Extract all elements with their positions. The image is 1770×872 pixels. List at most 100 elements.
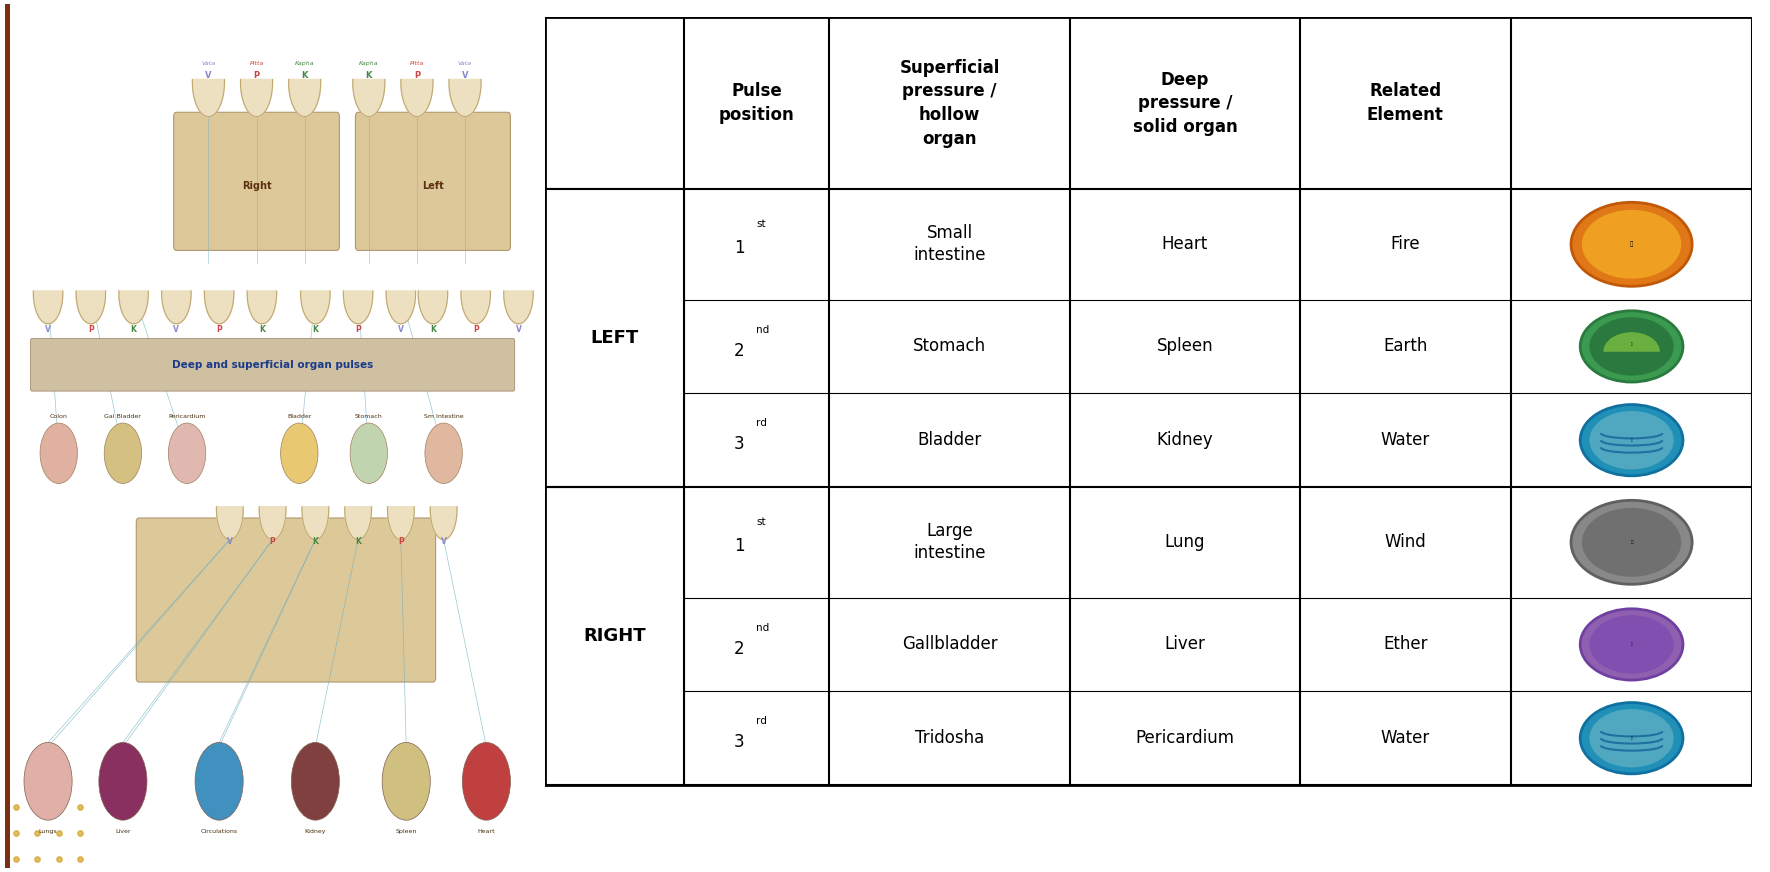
Text: P: P <box>473 325 478 334</box>
Wedge shape <box>1604 332 1660 351</box>
Polygon shape <box>289 79 320 117</box>
Circle shape <box>195 742 242 821</box>
Bar <box>5 4 9 868</box>
Text: Kidney: Kidney <box>1156 431 1212 449</box>
Text: Gallbladder: Gallbladder <box>901 636 997 653</box>
Text: Sm Intestine: Sm Intestine <box>423 413 464 419</box>
Polygon shape <box>193 79 225 117</box>
Text: LEFT: LEFT <box>591 329 639 347</box>
Text: Liver: Liver <box>1165 636 1205 653</box>
Text: 2: 2 <box>735 640 745 657</box>
Text: st: st <box>756 220 766 229</box>
Circle shape <box>1589 616 1674 674</box>
Polygon shape <box>430 507 457 540</box>
Point <box>23 800 51 814</box>
Point <box>2 826 30 840</box>
Text: P: P <box>398 537 404 546</box>
Text: Spleen: Spleen <box>395 828 418 834</box>
Text: V: V <box>462 71 469 79</box>
Text: Stomach: Stomach <box>356 413 382 419</box>
Text: K: K <box>430 325 435 334</box>
Point <box>44 800 73 814</box>
Circle shape <box>1582 508 1682 576</box>
Text: Pitta: Pitta <box>250 61 264 65</box>
Circle shape <box>104 423 142 483</box>
Circle shape <box>382 742 430 821</box>
Text: V: V <box>173 325 179 334</box>
Text: 1: 1 <box>735 240 745 257</box>
Text: K: K <box>313 537 319 546</box>
Text: 2: 2 <box>735 342 745 359</box>
Polygon shape <box>216 507 242 540</box>
Text: 🔥: 🔥 <box>1630 242 1634 247</box>
Text: V: V <box>441 537 446 546</box>
Text: st: st <box>756 517 766 528</box>
Text: Large
intestine: Large intestine <box>913 522 986 562</box>
Circle shape <box>281 423 319 483</box>
Polygon shape <box>418 291 448 324</box>
Circle shape <box>425 423 462 483</box>
Text: V: V <box>205 71 212 79</box>
Circle shape <box>1581 609 1683 680</box>
Polygon shape <box>450 79 481 117</box>
Text: Circulations: Circulations <box>200 828 237 834</box>
FancyBboxPatch shape <box>356 112 510 250</box>
Text: 3: 3 <box>735 733 745 752</box>
Polygon shape <box>76 291 106 324</box>
Text: Left: Left <box>421 181 444 191</box>
Point <box>65 826 94 840</box>
Circle shape <box>41 423 78 483</box>
Polygon shape <box>241 79 273 117</box>
Circle shape <box>1589 411 1674 469</box>
Circle shape <box>350 423 388 483</box>
Text: Bladder: Bladder <box>917 431 982 449</box>
Text: K: K <box>356 537 361 546</box>
Text: Tridosha: Tridosha <box>915 729 984 747</box>
Text: Wind: Wind <box>1384 534 1427 551</box>
Text: Right: Right <box>242 181 271 191</box>
Circle shape <box>1589 709 1674 767</box>
Text: V: V <box>515 325 522 334</box>
Text: Lungs: Lungs <box>39 828 57 834</box>
Polygon shape <box>504 291 533 324</box>
Circle shape <box>1589 317 1674 376</box>
Circle shape <box>1581 405 1683 476</box>
Text: 🌀: 🌀 <box>1630 541 1634 544</box>
Text: rd: rd <box>756 419 766 428</box>
Text: P: P <box>414 71 419 79</box>
Polygon shape <box>204 291 234 324</box>
Circle shape <box>1582 210 1682 279</box>
Text: Superficial
pressure /
hollow
organ: Superficial pressure / hollow organ <box>899 58 1000 147</box>
Text: P: P <box>253 71 260 79</box>
Circle shape <box>25 742 73 821</box>
Text: rd: rd <box>756 716 766 726</box>
Circle shape <box>1581 703 1683 773</box>
Polygon shape <box>258 507 287 540</box>
Text: Gal Bladder: Gal Bladder <box>104 413 142 419</box>
FancyBboxPatch shape <box>173 112 340 250</box>
Point <box>65 800 94 814</box>
Polygon shape <box>352 79 384 117</box>
Text: Small
intestine: Small intestine <box>913 224 986 264</box>
Bar <box>545 487 683 785</box>
Bar <box>545 189 683 487</box>
Text: K: K <box>301 71 308 79</box>
Text: Vata: Vata <box>202 61 216 65</box>
Text: K: K <box>313 325 319 334</box>
Point <box>44 826 73 840</box>
Text: K: K <box>131 325 136 334</box>
FancyBboxPatch shape <box>30 338 515 392</box>
Text: Related
Element: Related Element <box>1366 83 1444 124</box>
Text: RIGHT: RIGHT <box>584 627 646 645</box>
Circle shape <box>168 423 205 483</box>
Text: Deep
pressure /
solid organ: Deep pressure / solid organ <box>1133 71 1237 136</box>
Text: Liver: Liver <box>115 828 131 834</box>
Circle shape <box>462 742 510 821</box>
Polygon shape <box>400 79 434 117</box>
Text: nd: nd <box>756 324 770 335</box>
Text: Kapha: Kapha <box>359 61 379 65</box>
Circle shape <box>1572 202 1692 286</box>
Circle shape <box>99 742 147 821</box>
Polygon shape <box>248 291 276 324</box>
Circle shape <box>1572 501 1692 584</box>
